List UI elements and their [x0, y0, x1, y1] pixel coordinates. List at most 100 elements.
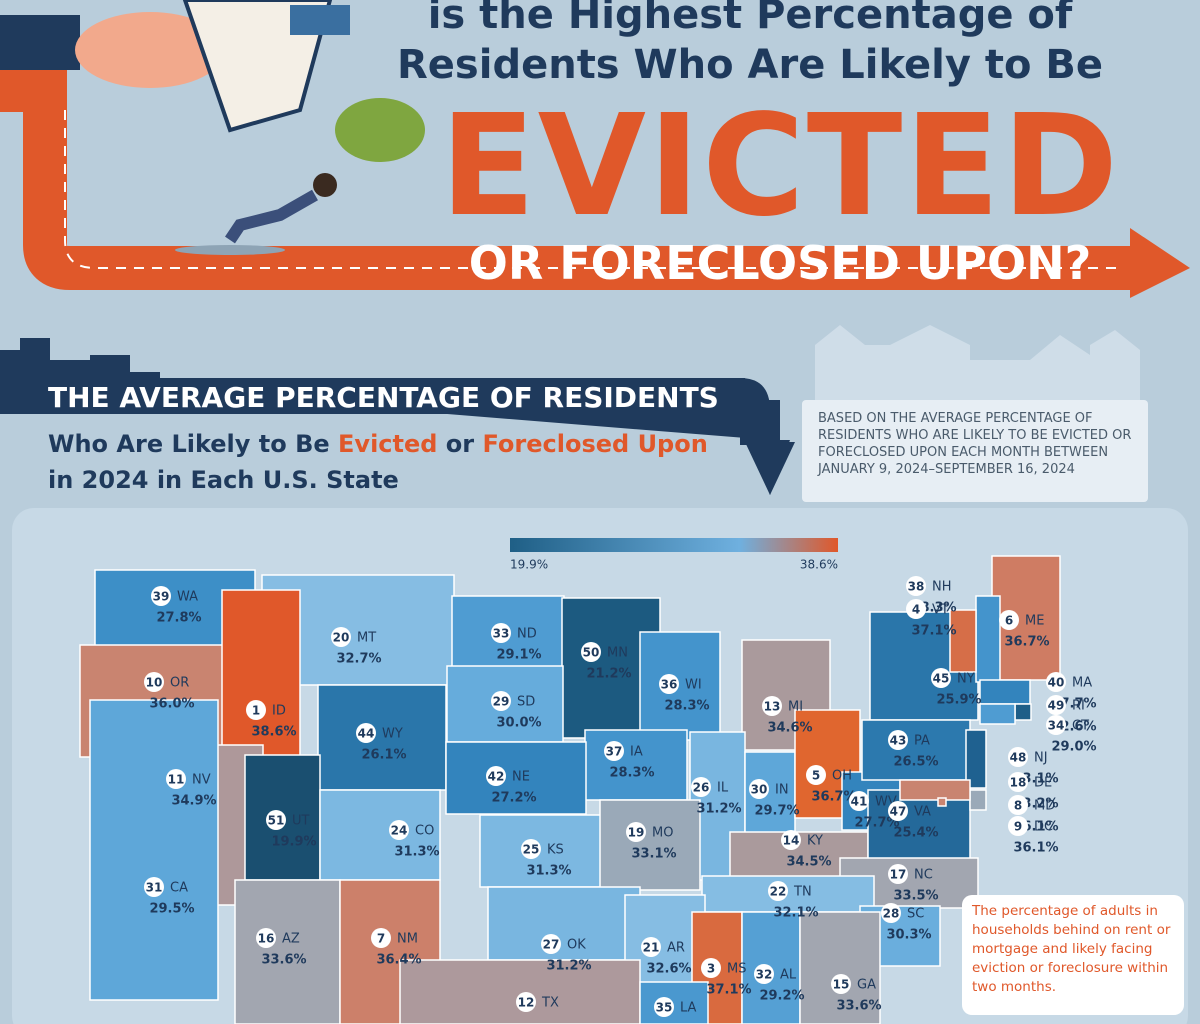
rank: 7 [377, 932, 385, 946]
state-abbr: WY [382, 727, 403, 742]
rank: 26 [693, 781, 710, 795]
rank: 11 [168, 773, 185, 787]
rank: 47 [890, 805, 907, 819]
rank-badge [849, 791, 869, 811]
state-abbr: ID [272, 704, 286, 719]
state-shape [867, 789, 971, 861]
sleeve [0, 15, 80, 70]
rank-badge [749, 779, 769, 799]
state-value: 29.5% [149, 902, 194, 917]
rank: 34 [1048, 719, 1065, 733]
state-value: 31.3% [394, 845, 439, 860]
rank: 49 [1048, 699, 1065, 713]
section-subtitle: Who Are Likely to Be Evicted or Foreclos… [48, 426, 708, 498]
state-value: 37.1% [706, 983, 751, 998]
note-box [802, 400, 1148, 502]
state-value: 28.3% [664, 699, 709, 714]
footnote: The percentage of adults in households b… [972, 903, 1171, 995]
skyline [0, 338, 160, 380]
rank-badge [691, 777, 711, 797]
state-value: 32.6% [646, 962, 691, 977]
rank: 41 [851, 795, 868, 809]
rank-badge [831, 974, 851, 994]
road-arrowhead [1130, 228, 1190, 298]
rank-badge [881, 903, 901, 923]
banner-arrowhead [745, 442, 795, 495]
rank: 9 [1014, 820, 1022, 834]
state-abbr: CT [1072, 719, 1089, 734]
rank: 8 [1014, 799, 1022, 813]
state-abbr: TX [541, 996, 559, 1011]
state-abbr: CA [170, 881, 188, 896]
legend-low: 19.9% [510, 558, 548, 572]
state-abbr: KY [807, 834, 823, 849]
state-value: 25.4% [893, 826, 938, 841]
state-value: 32.7% [336, 652, 381, 667]
rank: 14 [783, 834, 800, 848]
state-shape [584, 729, 688, 801]
rank-badge [906, 576, 926, 596]
state-abbr: AR [667, 941, 685, 956]
section-heading: THE AVERAGE PERCENTAGE OF RESIDENTS [48, 381, 719, 414]
rank: 42 [488, 770, 505, 784]
rank-badge [246, 700, 266, 720]
state-value: 33.1% [631, 847, 676, 862]
state-shape [89, 699, 219, 1001]
person-body [225, 189, 318, 244]
banner-arrow-stem [740, 400, 780, 445]
state-abbr: CO [415, 824, 434, 839]
state-abbr: NJ [1034, 751, 1048, 766]
rank-badge [888, 864, 908, 884]
state-shape [445, 741, 587, 815]
state-abbr: NE [512, 770, 530, 785]
rank-badge [999, 610, 1019, 630]
state-value: 29.1% [496, 648, 541, 663]
state-shape [937, 797, 947, 807]
state-abbr: WI [685, 678, 702, 693]
state-value: 27.2% [491, 791, 536, 806]
note: BASED ON THE AVERAGE PERCENTAGE OF RESID… [818, 411, 1132, 477]
banner [0, 378, 745, 414]
rank-badge [266, 810, 286, 830]
rank-badge [256, 928, 276, 948]
rank-badge [389, 820, 409, 840]
state-value: 29.2% [759, 989, 804, 1004]
rank-badge [888, 801, 908, 821]
footnote-box [962, 895, 1184, 1015]
rank: 25 [523, 843, 540, 857]
state-abbr: MA [1072, 676, 1092, 691]
state-abbr: ND [517, 627, 537, 642]
rank: 28 [883, 907, 900, 921]
state-value: 32.1% [773, 906, 818, 921]
rank: 36 [661, 678, 678, 692]
state-abbr: UT [292, 814, 310, 829]
rank-badge [762, 696, 782, 716]
state-shape [639, 981, 709, 1024]
rank-badge [151, 586, 171, 606]
rank: 31 [146, 881, 163, 895]
rank-badge [1008, 772, 1028, 792]
rank: 19 [628, 826, 645, 840]
state-abbr: NH [932, 580, 952, 595]
state-abbr: IN [775, 783, 789, 798]
state-value: 34.5% [786, 855, 831, 870]
state-shape [639, 631, 721, 741]
subtitle-part: Who Are Likely to Be [48, 430, 339, 458]
title-end: OR FORECLOSED UPON? [468, 236, 1092, 290]
rank-badge [1046, 695, 1066, 715]
state-value: 36.0% [149, 697, 194, 712]
rank: 17 [890, 868, 907, 882]
rank: 13 [764, 700, 781, 714]
state-abbr: OH [832, 769, 852, 784]
state-value: 36.1% [1013, 841, 1058, 856]
state-shape [399, 959, 641, 1024]
hand [75, 12, 225, 88]
state-abbr: SC [907, 907, 924, 922]
state-shape [319, 789, 441, 881]
rank-badge [1046, 715, 1066, 735]
rank: 40 [1048, 676, 1065, 690]
rank-badge [1008, 816, 1028, 836]
state-value: 37.1% [911, 624, 956, 639]
state-value: 26.1% [361, 748, 406, 763]
state-abbr: RI [1072, 699, 1085, 714]
